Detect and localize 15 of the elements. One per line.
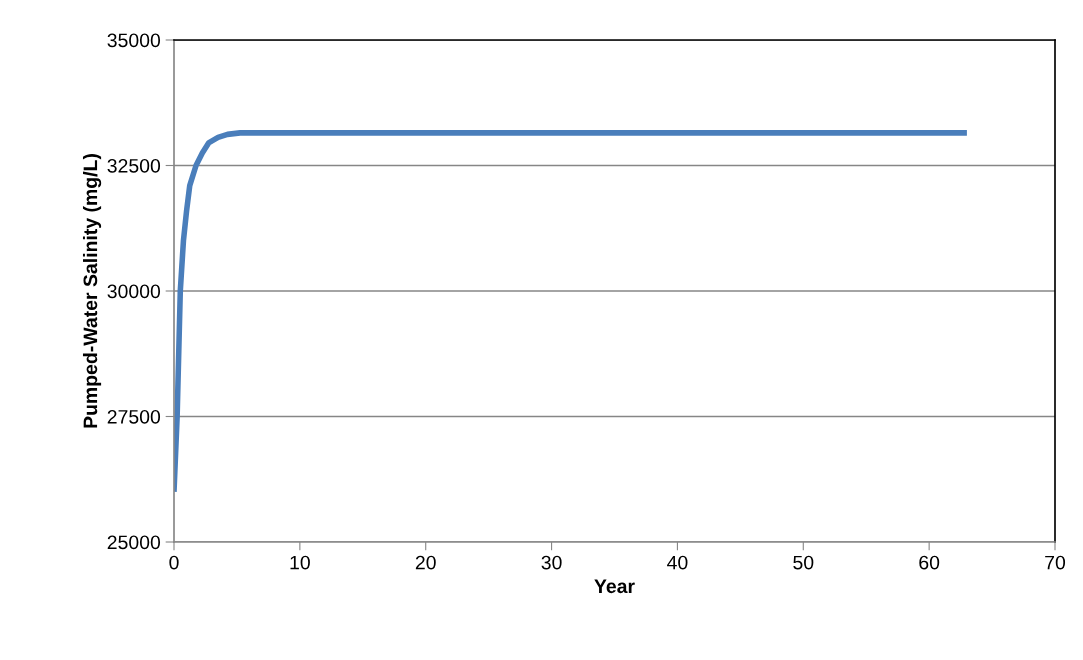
- x-tick-label: 30: [541, 555, 562, 570]
- y-tick-label: 27500: [107, 409, 161, 424]
- x-tick-label: 0: [169, 555, 179, 570]
- y-tick-label: 32500: [107, 158, 161, 173]
- x-tick-label: 40: [667, 555, 688, 570]
- x-tick-label: 60: [919, 555, 940, 570]
- y-tick-label: 35000: [107, 33, 161, 48]
- x-tick-label: 50: [793, 555, 814, 570]
- y-axis-title: Pumped-Water Salinity (mg/L): [82, 154, 102, 428]
- x-tick-label: 70: [1045, 555, 1066, 570]
- y-tick-label: 25000: [107, 535, 161, 550]
- x-tick-label: 10: [290, 555, 310, 570]
- y-tick-label: 30000: [107, 284, 161, 299]
- x-tick-label: 20: [415, 555, 436, 570]
- x-axis-title: Year: [594, 579, 635, 594]
